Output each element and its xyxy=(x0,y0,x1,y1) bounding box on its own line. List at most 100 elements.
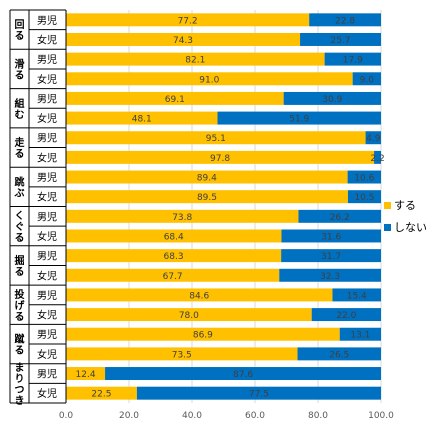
group-label: 掘る xyxy=(15,254,25,278)
gender-label: 女児 xyxy=(37,348,57,361)
x-tick-label: 40.0 xyxy=(182,411,202,421)
data-label-shinai: 13.1 xyxy=(350,331,370,341)
data-label-shinai: 10.5 xyxy=(354,193,374,203)
group-label: まりつき xyxy=(15,362,25,407)
bar-suru xyxy=(66,209,299,223)
bar-shinai xyxy=(136,386,381,400)
bar-suru xyxy=(66,249,282,263)
data-label-suru: 67.7 xyxy=(163,272,183,282)
gender-label: 男児 xyxy=(37,133,57,145)
group-label: 滑る xyxy=(15,57,25,81)
bar-shinai xyxy=(311,308,381,322)
bar-suru xyxy=(66,72,353,86)
data-label-shinai: 31.7 xyxy=(321,252,341,262)
gender-label: 男児 xyxy=(37,211,57,223)
bar-suru xyxy=(66,150,375,164)
x-tick-label: 20.0 xyxy=(119,411,139,421)
data-label-suru: 74.3 xyxy=(173,36,193,46)
bar-shinai xyxy=(352,72,381,86)
group-label: 投げる xyxy=(15,288,26,323)
gender-label: 男児 xyxy=(37,15,57,27)
bar-suru xyxy=(66,386,137,400)
data-label-suru: 89.4 xyxy=(197,174,217,184)
legend-swatch-shinai xyxy=(384,223,391,231)
legend-label-shinai: しない xyxy=(394,221,427,234)
bar-shinai xyxy=(281,249,381,263)
data-label-suru: 91.0 xyxy=(199,75,219,85)
data-label-suru: 69.1 xyxy=(165,95,185,105)
gender-label: 女児 xyxy=(37,191,57,204)
x-tick-label: 100.0 xyxy=(368,411,394,421)
bar-suru xyxy=(66,13,310,27)
gender-label: 男児 xyxy=(37,290,57,302)
bar-shinai xyxy=(365,131,381,145)
bar-shinai xyxy=(279,268,381,282)
bar-shinai xyxy=(339,327,381,341)
bar-suru xyxy=(66,268,280,282)
bar-suru xyxy=(66,347,298,361)
bar-suru xyxy=(66,288,333,302)
data-label-suru: 12.4 xyxy=(76,370,96,380)
data-label-shinai: 26.2 xyxy=(330,213,350,223)
gender-label: 男児 xyxy=(37,93,57,105)
group-label: 組む xyxy=(15,97,25,121)
data-label-shinai: 31.6 xyxy=(321,232,341,242)
gender-label: 男児 xyxy=(37,172,57,184)
bar-suru xyxy=(66,190,348,204)
data-label-shinai: 2.2 xyxy=(370,154,384,164)
x-tick-label: 60.0 xyxy=(245,411,265,421)
data-label-suru: 68.3 xyxy=(164,252,184,262)
bar-shinai xyxy=(309,13,381,27)
data-label-shinai: 22.8 xyxy=(335,16,355,26)
bar-shinai xyxy=(324,52,381,66)
data-label-suru: 82.1 xyxy=(185,56,205,66)
bar-shinai xyxy=(300,32,381,46)
data-label-suru: 86.9 xyxy=(193,331,213,341)
legend-item-shinai: しない xyxy=(384,219,427,235)
bar-suru xyxy=(66,111,218,125)
data-label-shinai: 22.0 xyxy=(336,311,356,321)
data-label-suru: 97.8 xyxy=(210,154,230,164)
data-label-suru: 22.5 xyxy=(91,390,111,400)
bar-shinai xyxy=(105,367,381,381)
legend-item-suru: する xyxy=(384,197,416,213)
group-label: 蹴る xyxy=(15,333,25,357)
legend-label-suru: する xyxy=(394,199,416,212)
bar-suru xyxy=(66,52,325,66)
bar-suru xyxy=(66,91,284,105)
x-tick-label: 80.0 xyxy=(308,411,328,421)
data-label-suru: 77.2 xyxy=(178,16,198,26)
data-label-suru: 68.4 xyxy=(164,232,184,242)
bar-shinai xyxy=(281,229,381,243)
bar-suru xyxy=(66,229,282,243)
bar-suru xyxy=(66,327,340,341)
group-label: 走る xyxy=(14,136,26,160)
data-label-shinai: 17.9 xyxy=(343,56,363,66)
bar-suru xyxy=(66,367,106,381)
data-label-shinai: 25.7 xyxy=(330,36,350,46)
bar-suru xyxy=(66,131,366,145)
legend-swatch-suru xyxy=(384,201,391,209)
gender-label: 女児 xyxy=(37,112,57,125)
data-label-shinai: 87.6 xyxy=(233,370,253,380)
data-label-suru: 84.6 xyxy=(189,291,209,301)
bar-shinai xyxy=(297,347,381,361)
data-label-suru: 95.1 xyxy=(206,134,226,144)
data-label-shinai: 4.9 xyxy=(366,134,381,144)
gender-label: 女児 xyxy=(37,387,57,400)
data-label-shinai: 9.0 xyxy=(360,75,375,85)
gender-label: 男児 xyxy=(37,54,57,66)
group-label: くぐる xyxy=(15,210,25,244)
bar-suru xyxy=(66,308,312,322)
group-label: 跳ぶ xyxy=(14,175,25,199)
data-label-suru: 78.0 xyxy=(179,311,199,321)
gender-label: 男児 xyxy=(37,329,57,341)
data-label-suru: 48.1 xyxy=(132,115,152,125)
data-label-shinai: 32.3 xyxy=(320,272,340,282)
data-label-shinai: 77.5 xyxy=(249,390,269,400)
data-label-suru: 89.5 xyxy=(197,193,217,203)
bar-shinai xyxy=(217,111,381,125)
bar-suru xyxy=(66,170,348,184)
gender-label: 女児 xyxy=(37,73,57,86)
